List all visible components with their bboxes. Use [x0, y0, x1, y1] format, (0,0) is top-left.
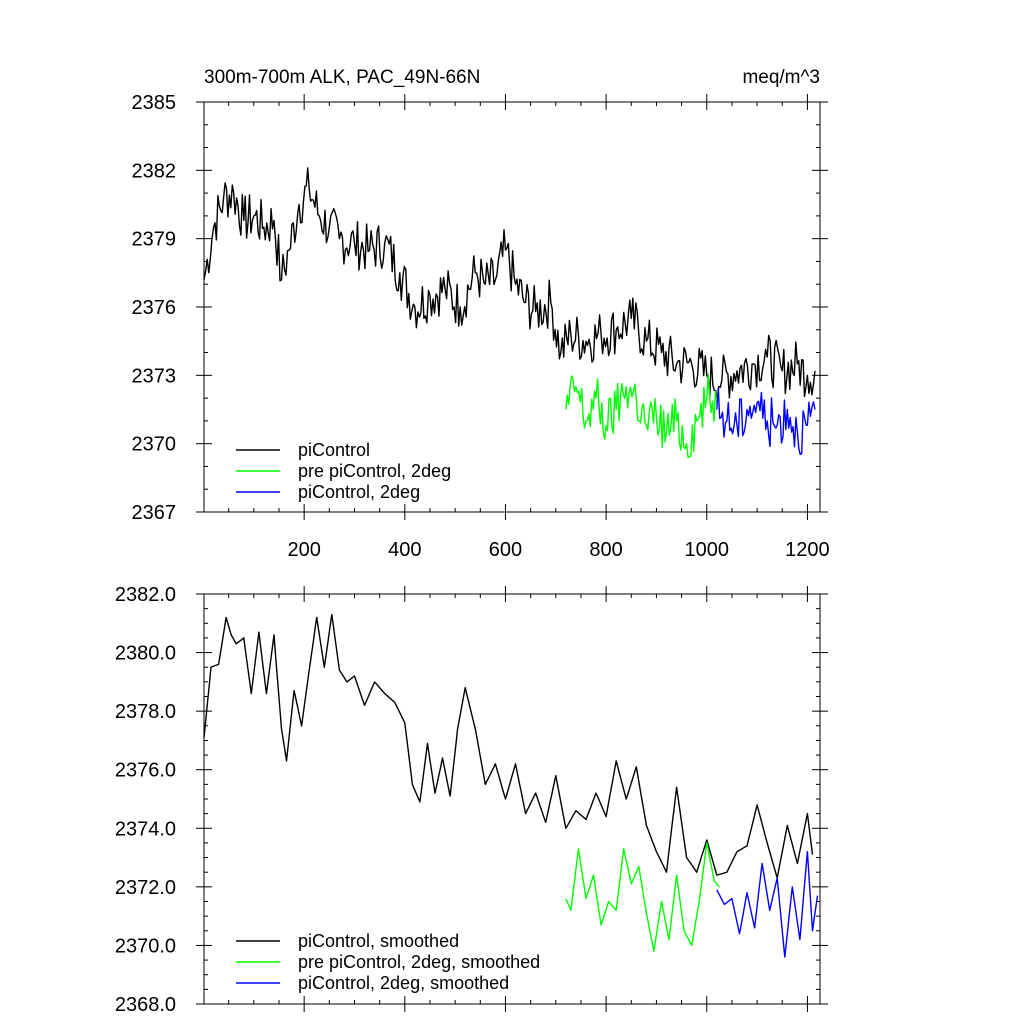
raw-axis-ticks: 200 400 600 800 1000 1200 2367 2370 2373 2376 2379…	[132, 92, 830, 561]
y-tick-label: 2368.0	[115, 994, 176, 1016]
smoothed-axis-ticks: 2368.0 2370.0 2372.0 2374.0 2376.0 2378.0 2380…	[115, 584, 828, 1016]
x-tick-label: 1000	[685, 539, 730, 561]
x-tick-label: 400	[388, 539, 421, 561]
y-tick-label: 2380.0	[115, 643, 176, 665]
legend-label: piControl, smoothed	[298, 931, 459, 951]
series-line-pre-picontrol-2deg	[565, 373, 718, 459]
series-line-picontrol	[203, 167, 816, 402]
series-line-picontrol-2deg	[716, 387, 816, 456]
raw-panel: 300m-700m ALK, PAC_49N-66N meq/m^3 200 40…	[132, 67, 830, 561]
y-tick-label: 2382	[132, 160, 177, 182]
units-label: meq/m^3	[742, 67, 820, 88]
y-tick-label: 2382.0	[115, 584, 176, 606]
y-tick-label: 2379	[132, 229, 177, 251]
raw-series-group	[203, 167, 816, 459]
legend-label: pre piControl, 2deg, smoothed	[298, 952, 540, 972]
smoothed-plot-frame	[203, 593, 821, 1005]
chart-title: 300m-700m ALK, PAC_49N-66N	[204, 67, 480, 88]
x-tick-label: 600	[489, 539, 522, 561]
series-line-picontrol-2deg-smoothed	[716, 851, 819, 958]
y-tick-label: 2372.0	[115, 877, 176, 899]
y-tick-label: 2385	[132, 92, 177, 114]
y-tick-label: 2373	[132, 365, 177, 387]
smoothed-panel: 2368.0 2370.0 2372.0 2374.0 2376.0 2378.0 2380…	[115, 584, 828, 1016]
smoothed-series-group	[203, 613, 819, 958]
x-tick-label: 200	[287, 539, 320, 561]
legend-label: piControl	[298, 440, 370, 460]
legend-label: piControl, 2deg, smoothed	[298, 973, 509, 993]
y-tick-label: 2370.0	[115, 935, 176, 957]
legend-label: piControl, 2deg	[298, 482, 420, 502]
x-tick-label: 1200	[785, 539, 830, 561]
y-tick-label: 2378.0	[115, 701, 176, 723]
legend-label: pre piControl, 2deg	[298, 461, 451, 481]
y-tick-label: 2374.0	[115, 818, 176, 840]
y-tick-label: 2370	[132, 434, 177, 456]
y-tick-label: 2367	[132, 502, 177, 524]
x-tick-label: 800	[589, 539, 622, 561]
y-tick-label: 2376	[132, 297, 177, 319]
series-line-pre-picontrol-2deg-smoothed	[565, 842, 720, 952]
raw-plot-frame	[203, 101, 821, 513]
y-tick-label: 2376.0	[115, 760, 176, 782]
series-line-picontrol-smoothed	[203, 613, 814, 879]
